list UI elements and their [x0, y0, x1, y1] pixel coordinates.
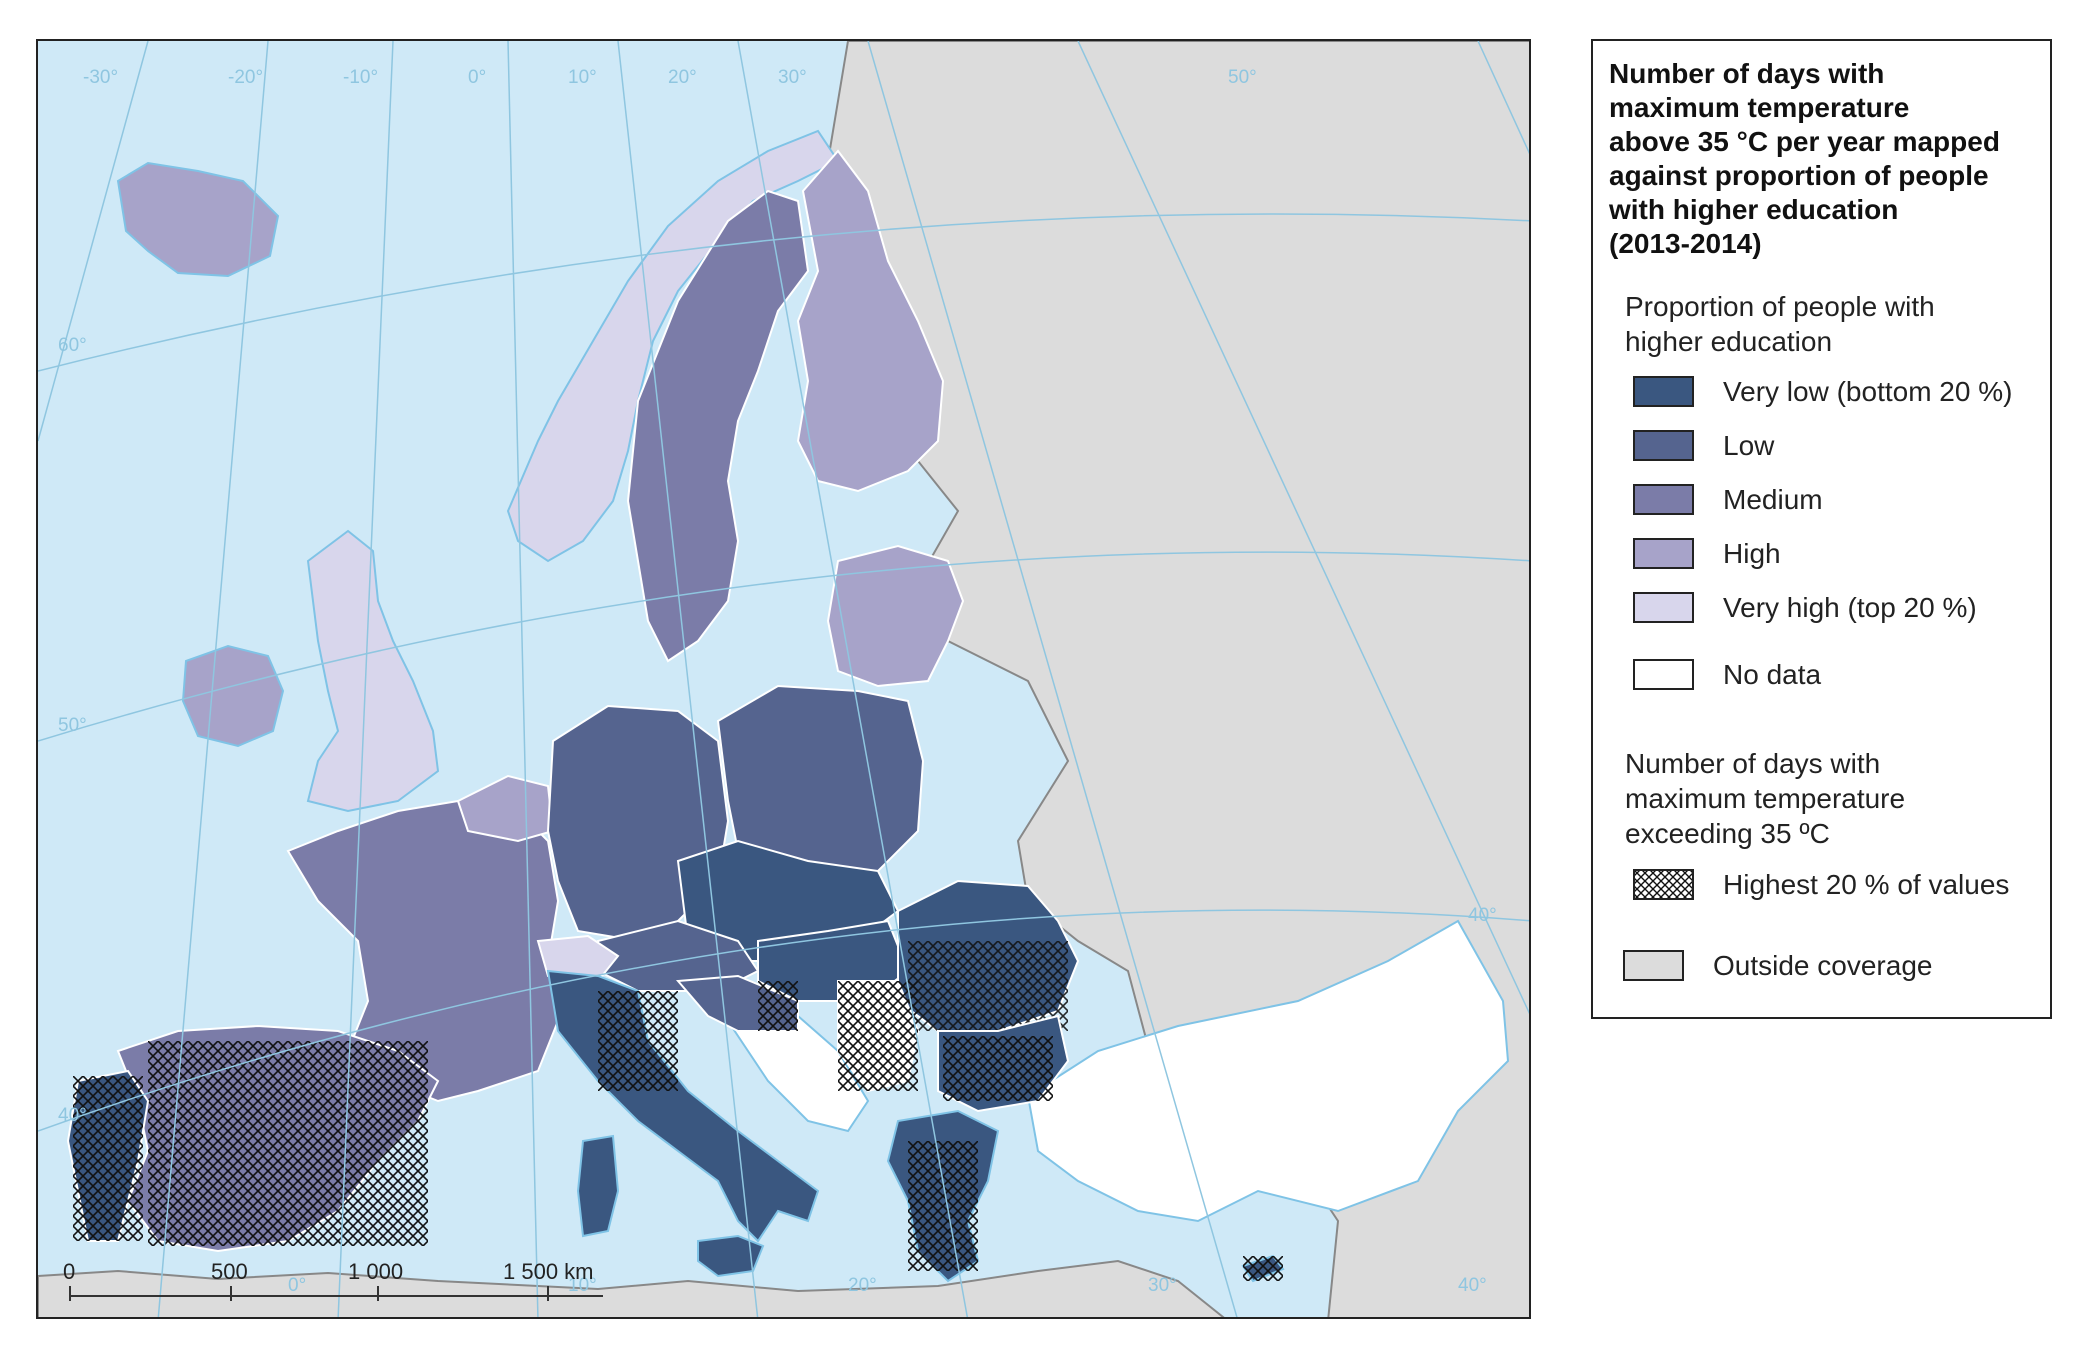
- legend-item-very-low: Very low (bottom 20 %): [1633, 376, 2053, 412]
- legend-item-outside: Outside coverage: [1623, 950, 2043, 986]
- education-heading: Proportion of people with higher educati…: [1625, 291, 1935, 357]
- grat-label: 40°: [1468, 905, 1497, 926]
- baltics: [826, 544, 965, 688]
- spain-hot-hatch: [148, 1041, 428, 1246]
- legend-item-low: Low: [1633, 430, 2053, 466]
- graticule: [38, 41, 1529, 1317]
- label-outside: Outside coverage: [1713, 950, 1933, 981]
- grat-label: 30°: [1148, 1275, 1177, 1296]
- label-hot-days: Highest 20 % of values: [1723, 869, 2010, 900]
- grat-label: -20°: [228, 67, 263, 88]
- grat-label: 30°: [778, 67, 807, 88]
- label-very-low: Very low (bottom 20 %): [1723, 376, 2013, 407]
- grat-label: -10°: [343, 67, 378, 88]
- ireland: [181, 644, 285, 748]
- poland: [716, 684, 925, 872]
- label-no-data: No data: [1723, 659, 1822, 690]
- swatch-crosshatch: [1633, 869, 1694, 900]
- norway: [506, 129, 840, 563]
- scale-label-0: 0: [63, 1259, 75, 1284]
- legend-item-medium: Medium: [1633, 484, 2053, 520]
- grat-label: 50°: [1228, 67, 1257, 88]
- switzerland: [536, 934, 620, 983]
- grat-label: 60°: [58, 335, 87, 356]
- swatch-very-low: [1633, 376, 1694, 407]
- sardinia: [576, 1134, 620, 1238]
- map-frame: -30° -20° -10° 0° 10° 20° 30° 50° 60° 50…: [36, 39, 1531, 1319]
- swatch-outside: [1623, 950, 1684, 981]
- temperature-heading: Number of days with maximum temperature …: [1625, 748, 1906, 849]
- grat-label: 50°: [58, 715, 87, 736]
- grat-label: 20°: [668, 67, 697, 88]
- western-balkans-no-data: [726, 1014, 870, 1133]
- grat-label: 0°: [468, 67, 486, 88]
- scale-label-1500: 1 500 km: [503, 1259, 594, 1284]
- swatch-high: [1633, 538, 1694, 569]
- serbia-hot-hatch: [838, 981, 918, 1091]
- france: [286, 799, 560, 1103]
- italy-hot-hatch: [598, 991, 678, 1091]
- bulgaria-hot-hatch: [943, 1036, 1053, 1101]
- legend-item-very-high: Very high (top 20 %): [1633, 592, 2053, 628]
- grat-label: 40°: [1458, 1275, 1487, 1296]
- grat-label: 10°: [568, 67, 597, 88]
- legend-item-hot-days: Highest 20 % of values: [1633, 869, 2053, 905]
- grat-label: 0°: [288, 1275, 306, 1296]
- swatch-very-high: [1633, 592, 1694, 623]
- legend: Number of days with maximum temperature …: [1591, 39, 2052, 1019]
- label-high: High: [1723, 538, 1781, 569]
- swatch-no-data: [1633, 659, 1694, 690]
- croatia-hot-hatch: [758, 981, 798, 1031]
- iceland: [116, 161, 280, 278]
- romania-hot-hatch: [908, 941, 1068, 1031]
- outside-coverage-africa: [38, 1259, 1225, 1317]
- graticule-labels: -30° -20° -10° 0° 10° 20° 30° 50° 60° 50…: [58, 67, 1497, 1296]
- legend-item-high: High: [1633, 538, 2053, 574]
- grat-label: 10°: [568, 1275, 597, 1296]
- scale-bar: 0 500 1 000 1 500 km: [63, 1259, 603, 1301]
- label-very-high: Very high (top 20 %): [1723, 592, 1977, 623]
- map-canvas: -30° -20° -10° 0° 10° 20° 30° 50° 60° 50…: [38, 41, 1529, 1317]
- portugal-hot-hatch: [73, 1076, 143, 1241]
- finland: [796, 149, 945, 493]
- great-britain: [306, 529, 440, 813]
- label-low: Low: [1723, 430, 1775, 461]
- grat-label: 40°: [58, 1105, 87, 1126]
- turkey-no-data: [1026, 919, 1510, 1223]
- label-medium: Medium: [1723, 484, 1823, 515]
- swatch-low: [1633, 430, 1694, 461]
- swatch-medium: [1633, 484, 1694, 515]
- grat-label: -30°: [83, 67, 118, 88]
- legend-item-no-data: No data: [1633, 659, 2053, 695]
- greece-hot-hatch: [908, 1141, 978, 1271]
- cyprus-hot-hatch: [1243, 1256, 1283, 1281]
- grat-label: 20°: [848, 1275, 877, 1296]
- scale-label-500: 500: [211, 1259, 248, 1284]
- legend-title: Number of days with maximum temperature …: [1609, 58, 2000, 259]
- scale-label-1000: 1 000: [348, 1259, 403, 1284]
